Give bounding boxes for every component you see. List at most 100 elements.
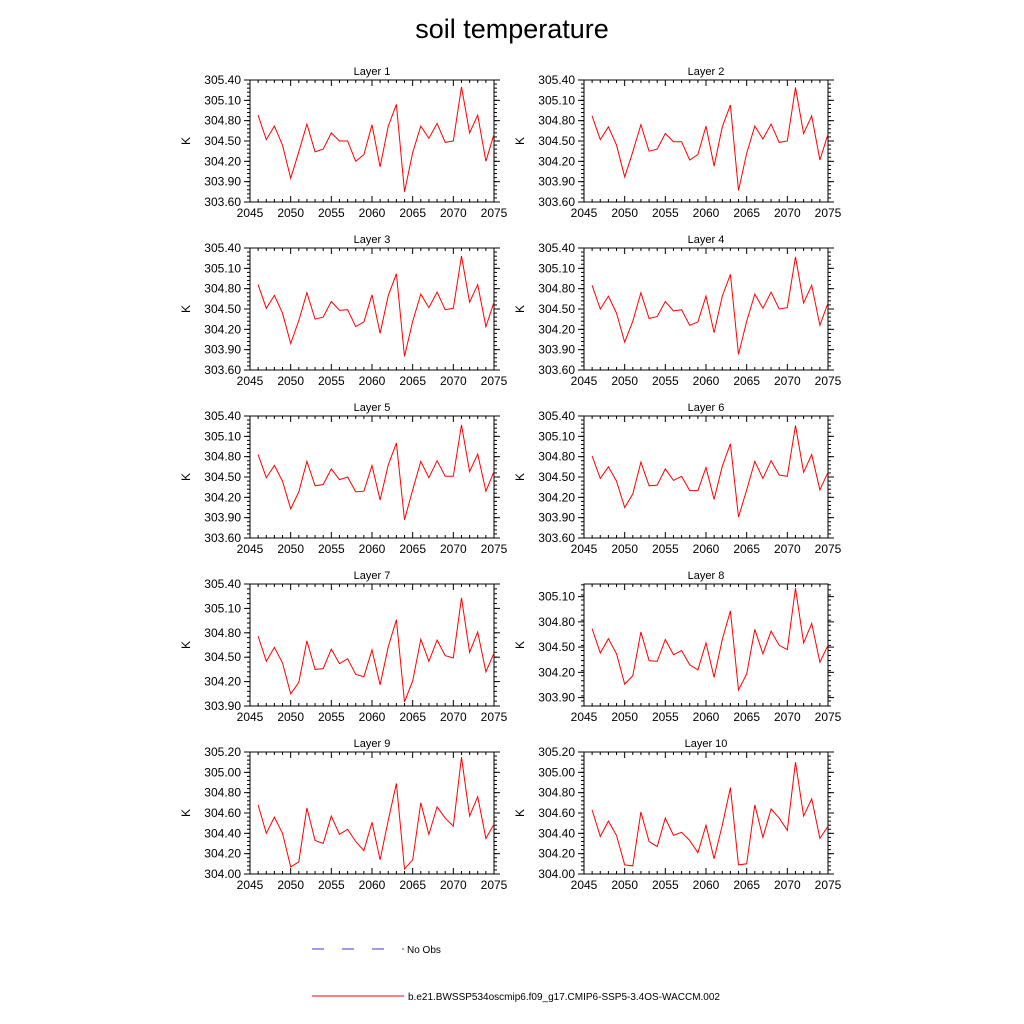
x-tick-label: 2060 xyxy=(359,206,386,220)
x-tick-label: 2050 xyxy=(277,206,304,220)
x-tick-label: 2055 xyxy=(652,710,679,724)
y-tick-label: 305.20 xyxy=(204,745,241,759)
x-tick-label: 2045 xyxy=(237,710,264,724)
y-axis-label: K xyxy=(513,305,527,313)
x-tick-label: 2075 xyxy=(815,710,842,724)
x-tick-label: 2055 xyxy=(652,878,679,892)
y-tick-label: 303.60 xyxy=(538,363,575,377)
x-tick-label: 2050 xyxy=(277,710,304,724)
x-tick-label: 2075 xyxy=(815,206,842,220)
plot-frame xyxy=(249,583,495,707)
x-tick-label: 2055 xyxy=(652,374,679,388)
x-tick-label: 2050 xyxy=(611,542,638,556)
y-tick-label: 304.50 xyxy=(538,302,575,316)
y-tick-label: 303.60 xyxy=(204,531,241,545)
y-tick-label: 303.90 xyxy=(538,175,575,189)
x-tick-label: 2075 xyxy=(481,374,508,388)
y-tick-label: 304.50 xyxy=(538,134,575,148)
y-tick-label: 305.40 xyxy=(204,241,241,255)
y-tick-label: 303.60 xyxy=(204,363,241,377)
series-line xyxy=(591,762,829,867)
y-tick-label: 303.60 xyxy=(538,531,575,545)
plot-frame xyxy=(249,247,495,371)
x-tick-label: 2065 xyxy=(399,878,426,892)
y-tick-label: 304.80 xyxy=(538,450,575,464)
y-tick-label: 304.20 xyxy=(204,154,241,168)
x-tick-label: 2065 xyxy=(399,542,426,556)
y-tick-label: 304.20 xyxy=(204,490,241,504)
y-axis-label: K xyxy=(179,137,193,145)
panel-layer-1: Layer 1 K 2045 2050 2055 2060 2065 2070 2075 303.… xyxy=(179,66,508,220)
panel-layer-6: Layer 6 K 2045 2050 2055 2060 2065 2070 2075 303.… xyxy=(513,402,842,556)
x-tick-label: 2065 xyxy=(399,374,426,388)
panel-layer-9: Layer 9 K 2045 2050 2055 2060 2065 2070 2075 304.… xyxy=(179,738,508,892)
y-tick-label: 303.90 xyxy=(538,691,575,705)
y-tick-label: 304.80 xyxy=(538,615,575,629)
series-line xyxy=(591,256,829,355)
y-tick-label: 303.60 xyxy=(538,195,575,209)
y-tick-label: 305.10 xyxy=(204,93,241,107)
x-tick-label: 2045 xyxy=(237,374,264,388)
x-tick-label: 2060 xyxy=(693,374,720,388)
x-tick-label: 2050 xyxy=(277,542,304,556)
x-tick-label: 2050 xyxy=(277,878,304,892)
y-tick-label: 304.40 xyxy=(538,826,575,840)
panel-layer-7: Layer 7 K 2045 2050 2055 2060 2065 2070 2075 303.… xyxy=(179,570,508,724)
x-tick-label: 2045 xyxy=(571,542,598,556)
y-tick-label: 304.00 xyxy=(204,867,241,881)
y-tick-label: 304.20 xyxy=(204,847,241,861)
plot-frame xyxy=(583,247,829,371)
y-tick-label: 304.80 xyxy=(204,626,241,640)
plot-frame xyxy=(249,415,495,539)
y-tick-label: 304.50 xyxy=(538,640,575,654)
y-tick-label: 305.40 xyxy=(204,73,241,87)
y-tick-label: 303.90 xyxy=(204,699,241,713)
x-tick-label: 2060 xyxy=(359,878,386,892)
x-tick-label: 2060 xyxy=(359,710,386,724)
x-tick-label: 2075 xyxy=(481,542,508,556)
x-tick-label: 2065 xyxy=(733,878,760,892)
x-tick-label: 2075 xyxy=(815,542,842,556)
y-tick-label: 305.40 xyxy=(538,409,575,423)
y-tick-label: 305.10 xyxy=(538,429,575,443)
x-tick-label: 2065 xyxy=(733,206,760,220)
plot-frame xyxy=(583,415,829,539)
x-tick-label: 2050 xyxy=(277,374,304,388)
x-tick-label: 2065 xyxy=(733,710,760,724)
y-tick-label: 305.40 xyxy=(538,73,575,87)
x-tick-label: 2045 xyxy=(237,206,264,220)
x-tick-label: 2055 xyxy=(318,878,345,892)
y-tick-label: 304.20 xyxy=(204,322,241,336)
y-axis-label: K xyxy=(513,809,527,817)
y-tick-label: 303.90 xyxy=(538,511,575,525)
x-tick-label: 2045 xyxy=(571,206,598,220)
x-tick-label: 2070 xyxy=(440,206,467,220)
y-tick-label: 304.80 xyxy=(204,114,241,128)
y-tick-label: 305.40 xyxy=(204,409,241,423)
y-axis-label: K xyxy=(179,473,193,481)
x-tick-label: 2075 xyxy=(815,374,842,388)
y-tick-label: 304.80 xyxy=(538,786,575,800)
x-tick-label: 2070 xyxy=(774,710,801,724)
legend-obs-label: No Obs xyxy=(407,945,441,956)
panel-title: Layer 1 xyxy=(354,66,391,78)
x-tick-label: 2055 xyxy=(318,542,345,556)
y-axis-label: K xyxy=(513,137,527,145)
x-tick-label: 2070 xyxy=(440,374,467,388)
x-tick-label: 2075 xyxy=(481,878,508,892)
x-tick-label: 2045 xyxy=(237,878,264,892)
x-tick-label: 2055 xyxy=(318,206,345,220)
x-tick-label: 2055 xyxy=(318,710,345,724)
x-tick-label: 2065 xyxy=(399,710,426,724)
y-tick-label: 304.60 xyxy=(538,806,575,820)
x-tick-label: 2070 xyxy=(774,878,801,892)
x-tick-label: 2060 xyxy=(693,878,720,892)
x-tick-label: 2050 xyxy=(611,206,638,220)
y-tick-label: 303.60 xyxy=(204,195,241,209)
series-line xyxy=(591,588,829,692)
y-tick-label: 304.80 xyxy=(538,282,575,296)
x-tick-label: 2060 xyxy=(359,542,386,556)
panel-layer-4: Layer 4 K 2045 2050 2055 2060 2065 2070 2075 303.… xyxy=(513,234,842,388)
x-tick-label: 2070 xyxy=(440,542,467,556)
panel-title: Layer 4 xyxy=(688,234,725,246)
